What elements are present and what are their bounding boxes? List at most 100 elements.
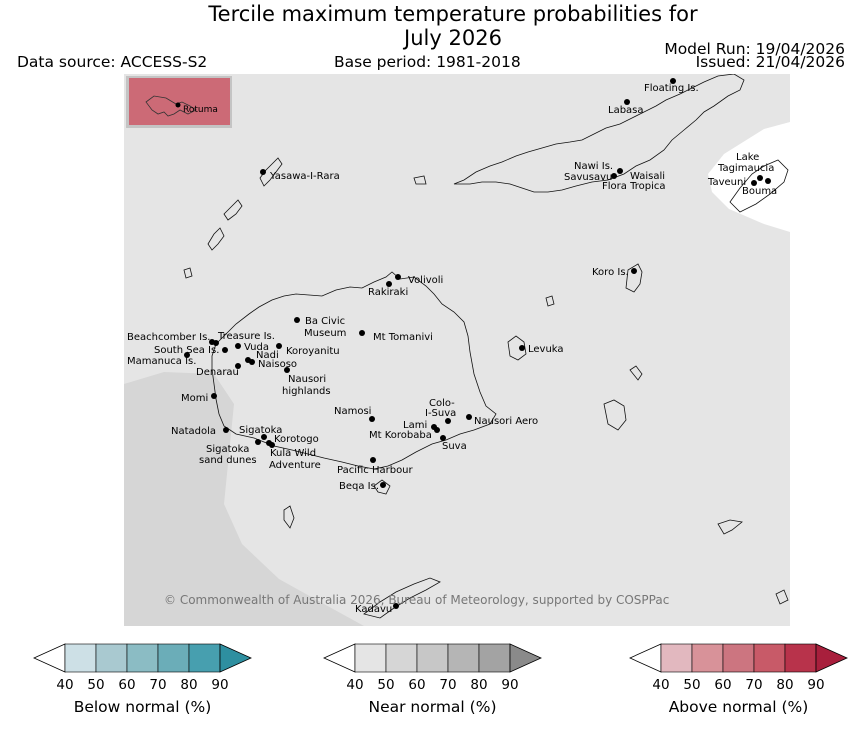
label-rakiraki: Rakiraki [368, 287, 408, 298]
label-vuda: Vuda [244, 342, 269, 353]
marker-natadola [223, 427, 229, 433]
colorbar-above-under-triangle [629, 643, 662, 673]
label-lami: Lami [403, 420, 427, 431]
marker-vuda [235, 343, 241, 349]
label-south-sea: South Sea Is. [154, 345, 219, 356]
colorbar-above-over-triangle [815, 643, 848, 673]
marker-savusavu [611, 173, 617, 179]
marker-kadavu [393, 603, 399, 609]
label-levuka: Levuka [528, 344, 564, 355]
colorbar-near-segment [385, 643, 418, 673]
marker-nausori-highlands [284, 367, 290, 373]
colorbar-below-tick-label: 80 [180, 677, 197, 693]
colorbar-below-tick-label: 90 [211, 677, 228, 693]
marker-taveuni [751, 180, 757, 186]
label-lake-2: Tagimaucia [717, 163, 774, 174]
colorbar-below-segment [64, 643, 97, 673]
near-normal-region [124, 372, 364, 626]
colorbar-near-tick-label: 90 [501, 677, 518, 693]
label-volivoli: Volivoli [408, 275, 443, 286]
label-kula-1: Kula Wild [270, 448, 316, 459]
marker-bouma [765, 178, 771, 184]
fiji-map[interactable]: Rotuma [124, 74, 790, 626]
label-korotogo: Korotogo [274, 434, 319, 445]
label-nawi: Nawi Is. [574, 161, 613, 172]
marker-beqa [380, 482, 386, 488]
marker-south-sea [222, 347, 228, 353]
marker-ba-civic [294, 317, 300, 323]
label-nausori-h-1: Nausori [288, 374, 326, 385]
colorbar-above-tick-label: 80 [776, 677, 793, 693]
label-suva: Suva [442, 441, 467, 452]
colorbar-below: 40 50 60 70 80 90 Below normal (%) [33, 643, 252, 716]
colorbar-below-tick-label: 60 [118, 677, 135, 693]
colorbar-near-segment [447, 643, 480, 673]
marker-colo-i-suva [445, 418, 451, 424]
map-title: Tercile maximum temperature probabilitie… [0, 2, 862, 50]
marker-naisoso [249, 359, 255, 365]
place-labels: Floating Is. Labasa Yasawa-I-Rara Nawi I… [127, 83, 777, 615]
colorbar-near-title: Near normal (%) [369, 698, 497, 716]
label-taveuni: Taveuni [707, 177, 746, 188]
label-natadola: Natadola [171, 426, 216, 437]
label-treasure: Treasure Is. [217, 331, 275, 342]
label-ba-civic-2: Museum [304, 328, 346, 339]
colorbar-below-segment [157, 643, 190, 673]
label-denarau: Denarau [196, 367, 239, 378]
marker-namosi [369, 416, 375, 422]
marker-treasure [213, 340, 219, 346]
colorbar-near-over-triangle [509, 643, 542, 673]
label-kula-2: Adventure [269, 460, 321, 471]
colorbar-below-tick-label: 40 [56, 677, 73, 693]
marker-momi [211, 393, 217, 399]
marker-koroyanitu [276, 343, 282, 349]
colorbar-below-segment [126, 643, 159, 673]
data-source: Data source: ACCESS-S2 [17, 53, 208, 71]
label-beqa: Beqa Is. [339, 481, 379, 492]
colorbar-above-segment [691, 643, 724, 673]
marker-labasa [624, 99, 630, 105]
colorbar-near-tick-label: 70 [439, 677, 456, 693]
colorbar-below-tick-label: 70 [149, 677, 166, 693]
marker-yasawa [260, 169, 266, 175]
colorbar-near-under-triangle [323, 643, 356, 673]
label-lake-1: Lake [736, 152, 759, 163]
title-line-1: Tercile maximum temperature probabilitie… [208, 2, 698, 26]
marker-denarau [235, 363, 241, 369]
colorbar-below-segment [188, 643, 221, 673]
label-koroyanitu: Koroyanitu [286, 346, 340, 357]
colorbar-above-title: Above normal (%) [669, 698, 809, 716]
colorbar-near-segment [416, 643, 449, 673]
marker-koro [631, 268, 637, 274]
colorbar-above-tick-label: 50 [683, 677, 700, 693]
colorbar-above-tick-label: 90 [807, 677, 824, 693]
marker-sigatoka-dunes [255, 439, 261, 445]
label-kadavu: Kadavu [355, 604, 392, 615]
colorbar-below-under-triangle [33, 643, 66, 673]
label-sig-dunes-2: sand dunes [199, 455, 257, 466]
rotuma-inset: Rotuma [126, 76, 232, 128]
colorbar-below-title: Below normal (%) [74, 698, 212, 716]
marker-levuka [519, 345, 525, 351]
marker-sigatoka [261, 434, 267, 440]
title-line-2: July 2026 [404, 26, 502, 50]
marker-nausori-aero [466, 414, 472, 420]
model-run: Model Run: 19/04/2026 [664, 40, 845, 58]
colorbar-above-tick-label: 60 [714, 677, 731, 693]
marker-kula [269, 442, 275, 448]
issued-date: Issued: 21/04/2026 [695, 53, 845, 71]
colorbar-above-segment [784, 643, 817, 673]
colorbar-above-tick-label: 40 [652, 677, 669, 693]
label-sig-dunes-1: Sigatoka [206, 444, 249, 455]
colorbar-below-tick-label: 50 [87, 677, 104, 693]
colorbar-above-segment [660, 643, 693, 673]
label-nausori-h-2: highlands [282, 386, 331, 397]
marker-suva [440, 435, 446, 441]
colorbar-near-tick-label: 50 [377, 677, 394, 693]
coastlines [183, 74, 789, 619]
colorbar-below-segment [95, 643, 128, 673]
label-floating-is: Floating Is. [644, 83, 699, 94]
marker-mt-tomanivi [359, 330, 365, 336]
